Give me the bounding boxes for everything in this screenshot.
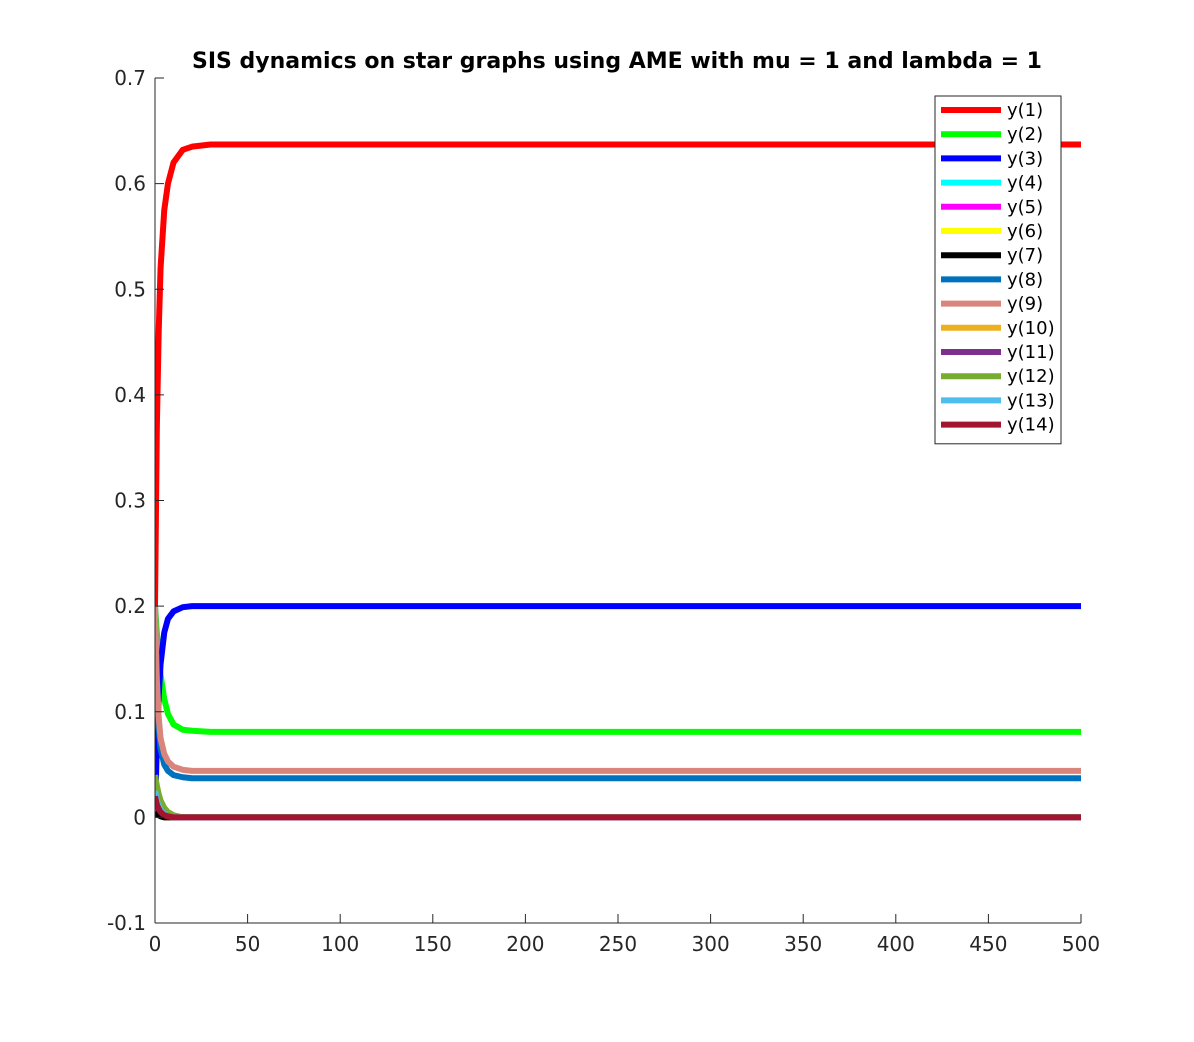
y-tick-label: 0.3 [114, 489, 146, 513]
legend-label-7: y(7) [1007, 245, 1043, 266]
x-tick-label: 350 [784, 932, 822, 956]
series-line-1 [155, 141, 1081, 607]
y-tick-label: 0.5 [114, 277, 146, 301]
legend-label-10: y(10) [1007, 318, 1055, 339]
legend-label-5: y(5) [1007, 197, 1043, 218]
x-tick-label: 200 [506, 932, 544, 956]
y-tick-label: 0.7 [114, 66, 146, 90]
x-tick-label: 250 [599, 932, 637, 956]
legend-label-12: y(12) [1007, 366, 1055, 387]
legend-label-2: y(2) [1007, 124, 1043, 145]
series-line-9 [155, 606, 1081, 774]
legend-label-9: y(9) [1007, 294, 1043, 315]
x-tick-label: 450 [969, 932, 1007, 956]
legend-label-1: y(1) [1007, 100, 1043, 121]
legend-label-6: y(6) [1007, 221, 1043, 242]
x-tick-label: 400 [877, 932, 915, 956]
x-tick-label: 100 [321, 932, 359, 956]
y-tick-label: 0.2 [114, 594, 146, 618]
x-tick-label: 150 [414, 932, 452, 956]
legend-label-11: y(11) [1007, 342, 1055, 363]
series-line-14 [155, 795, 1081, 821]
y-tick-label: 0 [133, 805, 146, 829]
x-tick-label: 50 [235, 932, 260, 956]
legend-box [934, 95, 1062, 445]
x-tick-label: 0 [149, 932, 162, 956]
legend-label-4: y(4) [1007, 173, 1043, 194]
x-tick-label: 500 [1062, 932, 1100, 956]
x-tick-label: 300 [692, 932, 730, 956]
y-tick-label: 0.1 [114, 700, 146, 724]
y-tick-label: 0.6 [114, 172, 146, 196]
legend-label-14: y(14) [1007, 415, 1055, 436]
plot-lines [155, 141, 1081, 821]
legend-label-8: y(8) [1007, 269, 1043, 290]
legend-label-3: y(3) [1007, 148, 1043, 169]
axes: 0 50 100 150 200 250 300 350 400 450 500-0.100.10.… [107, 66, 1100, 956]
legend: y(1) y(2) y(3) y(4) y(5) y(6) y(7) y(8) y(9) y(10… [934, 95, 1062, 445]
legend-label-13: y(13) [1007, 390, 1055, 411]
y-tick-label: -0.1 [107, 911, 146, 935]
y-tick-label: 0.4 [114, 383, 146, 407]
chart-title: SIS dynamics on star graphs using AME wi… [192, 49, 1042, 74]
